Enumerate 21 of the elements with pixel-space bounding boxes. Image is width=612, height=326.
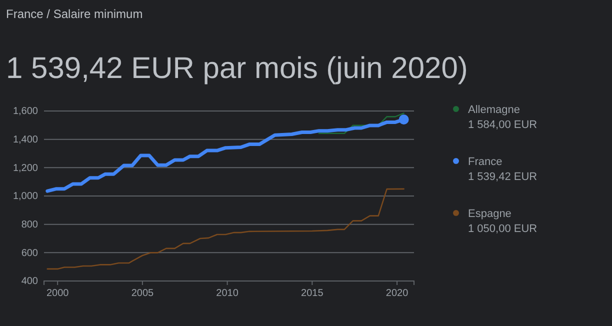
y-tick-label: 1,000	[12, 191, 38, 202]
chart-subtitle: France / Salaire minimum	[6, 7, 143, 21]
x-tick-label: 2015	[301, 288, 324, 300]
x-tick-label: 2000	[46, 288, 70, 300]
text: 1 539,42 EUR	[468, 171, 538, 183]
legend-label: Espagne	[468, 208, 512, 220]
y-tick-label: 600	[21, 248, 38, 259]
text: 1 050,00 EUR	[468, 223, 538, 235]
y-tick-label: 1,400	[12, 134, 38, 146]
legend-label: France	[468, 156, 502, 168]
y-tick-label: 1,200	[12, 162, 38, 174]
x-tick-label: 2020	[386, 288, 409, 300]
y-tick-label: 1,600	[12, 106, 38, 118]
chart-title: 1 539,42 EUR par mois (juin 2020)	[6, 52, 468, 85]
y-tick-label: 800	[21, 220, 38, 231]
line-series	[46, 188, 404, 270]
text: 1 584,00 EUR	[468, 119, 538, 131]
legend-label: Allemagne	[468, 104, 520, 116]
x-tick-label: 2010	[216, 288, 239, 300]
y-tick-label: 400	[21, 276, 38, 288]
x-tick-label: 2005	[131, 288, 154, 300]
